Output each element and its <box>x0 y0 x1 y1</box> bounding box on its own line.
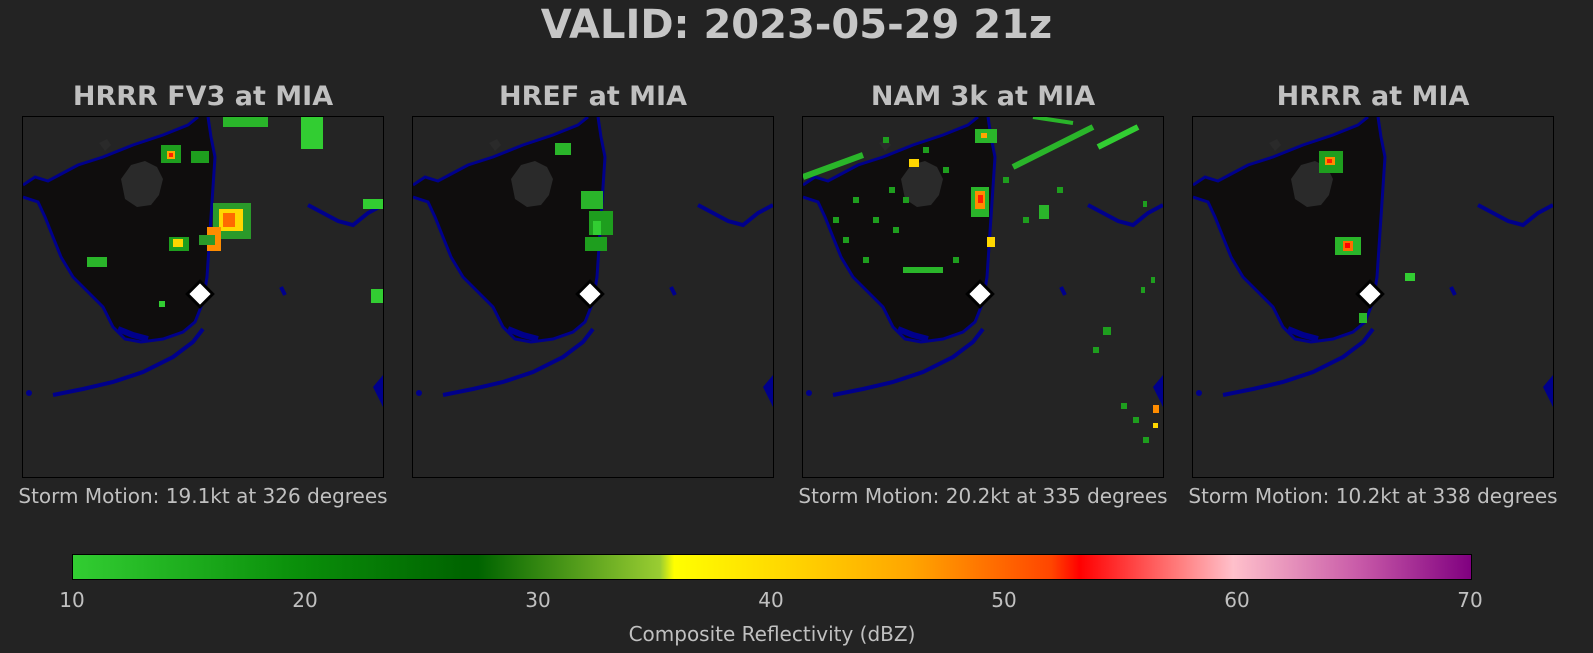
panel-title: NAM 3k at MIA <box>870 81 1096 112</box>
mia-station-marker <box>965 279 995 309</box>
colorbar-label: Composite Reflectivity (dBZ) <box>628 622 916 646</box>
colorbar-tick: 50 <box>991 588 1017 612</box>
radar-map <box>412 116 774 478</box>
colorbar-gradient <box>72 554 1472 580</box>
panel-title: HRRR at MIA <box>1276 81 1470 112</box>
panel-title: HREF at MIA <box>498 81 687 112</box>
model-panel-hrrr: HRRR at MIA Storm Motion: 10.2kt at 338 … <box>1188 78 1557 508</box>
reflectivity-cells <box>555 143 613 251</box>
reflectivity-cells <box>803 117 1159 443</box>
radar-map <box>22 116 384 478</box>
panel-title: HRRR FV3 at MIA <box>72 81 334 112</box>
radar-map <box>1192 116 1554 478</box>
model-panel-hrrr-fv3: HRRR FV3 at MIA <box>18 78 387 508</box>
colorbar-tick: 60 <box>1224 588 1250 612</box>
mia-station-marker <box>1355 279 1385 309</box>
storm-motion-text: Storm Motion: 20.2kt at 335 degrees <box>798 484 1168 508</box>
colorbar-tick: 20 <box>292 588 318 612</box>
colorbar-tick: 30 <box>525 588 551 612</box>
colorbar-tick: 70 <box>1457 588 1483 612</box>
mia-station-marker <box>575 279 605 309</box>
storm-motion-text: Storm Motion: 10.2kt at 338 degrees <box>1188 484 1558 508</box>
storm-motion-text: Storm Motion: 19.1kt at 326 degrees <box>18 484 388 508</box>
reflectivity-cells <box>1319 151 1415 323</box>
reflectivity-cells <box>87 117 383 307</box>
model-panel-nam-3k: NAM 3k at MIA <box>798 78 1167 508</box>
colorbar-tick: 40 <box>758 588 784 612</box>
colorbar-tick: 10 <box>59 588 85 612</box>
model-panel-href: HREF at MIA <box>412 78 774 478</box>
radar-map <box>802 116 1164 478</box>
mia-station-marker <box>185 279 215 309</box>
page-title: VALID: 2023-05-29 21z <box>540 2 1053 48</box>
colorbar: 10 20 30 40 50 60 70 Composite Reflectiv… <box>59 554 1483 646</box>
